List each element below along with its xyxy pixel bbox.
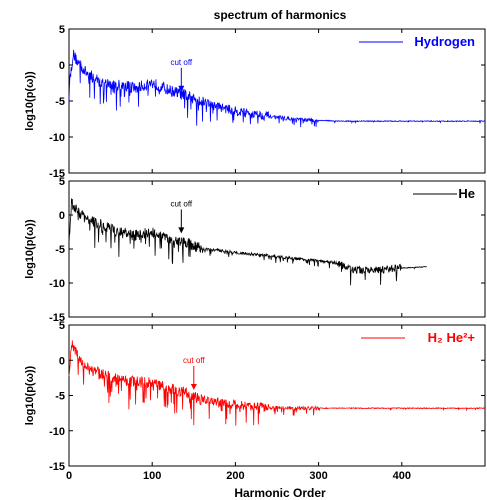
x-tick-label: 200 [226, 470, 244, 482]
plot-frame [68, 180, 486, 318]
plot-frame [68, 28, 486, 174]
legend-label: He [458, 186, 475, 201]
y-tick-label: -15 [49, 168, 65, 180]
y-tick-label: -10 [49, 426, 65, 438]
y-tick-label: -10 [49, 278, 65, 290]
figure-title: spectrum of harmonics [214, 8, 347, 22]
x-axis-label: Harmonic Order [234, 486, 326, 500]
cutoff-arrow-head [178, 227, 185, 234]
series-line [68, 340, 486, 426]
y-axis-label: log10(p(ω)) [24, 365, 36, 425]
y-tick-label: -5 [55, 391, 65, 403]
y-tick-label: -10 [49, 132, 65, 144]
legend-label: Hydrogen [414, 34, 475, 49]
series-line [68, 49, 486, 128]
y-tick-label: 0 [59, 60, 65, 72]
chart-panel-3: 0 100 200 300 400 5 0 -5 -10 -15 log10(p(ω)) H₂ He²… [24, 320, 486, 482]
x-tick-label: 100 [143, 470, 161, 482]
y-tick-label: 5 [59, 320, 65, 332]
chart-panel-2: 5 0 -5 -10 -15 log10(p(ω)) He cut off [24, 176, 486, 324]
cutoff-annotation-label: cut off [183, 356, 205, 365]
chart-panel-1: 5 0 -5 -10 -15 log10(p(ω)) Hydrogen cut off [24, 24, 486, 180]
cutoff-arrow-head [190, 383, 197, 390]
y-axis-label: log10(p(ω)) [24, 219, 36, 279]
x-tick-label: 0 [66, 470, 72, 482]
y-tick-label: -5 [55, 96, 65, 108]
cutoff-annotation-label: cut off [170, 58, 192, 67]
cutoff-arrow-head [178, 85, 185, 92]
x-tick-label: 300 [309, 470, 327, 482]
legend-label: H₂ He²+ [428, 330, 476, 345]
y-axis-label: log10(p(ω)) [24, 71, 36, 131]
y-tick-label: 0 [59, 210, 65, 222]
y-tick-label: 5 [59, 176, 65, 188]
x-tick-label: 400 [393, 470, 411, 482]
y-tick-label: -5 [55, 244, 65, 256]
series-line [68, 198, 427, 286]
y-tick-label: 0 [59, 355, 65, 367]
y-tick-label: -15 [49, 312, 65, 324]
cutoff-annotation-label: cut off [170, 199, 192, 208]
y-tick-label: -15 [49, 461, 65, 473]
plot-frame [68, 324, 486, 467]
y-tick-label: 5 [59, 24, 65, 36]
